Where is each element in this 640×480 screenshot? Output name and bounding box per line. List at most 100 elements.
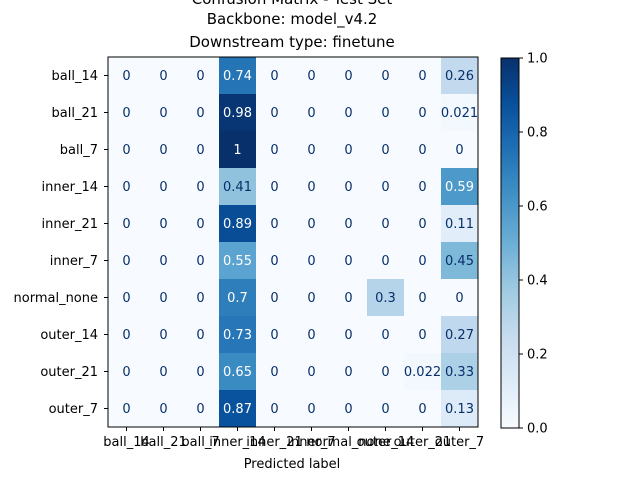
- cell-value-label: 0: [196, 143, 204, 158]
- heatmap-cell: [145, 205, 183, 243]
- heatmap-cell: [182, 316, 220, 354]
- cell-value-label: 0.98: [223, 106, 252, 121]
- cell-value-label: 0: [122, 69, 130, 84]
- heatmap-cell: [330, 316, 368, 354]
- cell-value-label: 0: [418, 69, 426, 84]
- heatmap-cell: [182, 353, 220, 391]
- cell-value-label: 0.89: [223, 217, 252, 232]
- cell-value-label: 0: [122, 217, 130, 232]
- heatmap-cell: [367, 205, 405, 243]
- heatmap-cell: [219, 353, 257, 391]
- cell-value-label: 0: [307, 402, 315, 417]
- cell-value-label: 0.87: [223, 402, 252, 417]
- cell-value-label: 0: [344, 402, 352, 417]
- heatmap-cell: [182, 168, 220, 206]
- cell-value-label: 0: [122, 328, 130, 343]
- cell-value-label: 0: [381, 217, 389, 232]
- cell-value-label: 0: [270, 254, 278, 269]
- x-tick-label: outer_14: [357, 435, 415, 450]
- cell-value-label: 0: [307, 217, 315, 232]
- x-tick-label: outer_21: [394, 435, 452, 450]
- chart-title-line-1: Confusion Matrix - Test Set: [0, 0, 584, 9]
- cell-value-label: 0: [159, 328, 167, 343]
- heatmap-cell: [108, 279, 146, 317]
- heatmap-cell: [293, 316, 331, 354]
- heatmap-cell: [256, 131, 294, 169]
- heatmap-cell: [367, 57, 405, 95]
- heatmap-cell: [219, 94, 257, 132]
- y-tick-label: normal_none: [14, 291, 98, 306]
- heatmap-cell: [293, 242, 331, 280]
- cell-value-label: 0.41: [223, 180, 252, 195]
- cell-value-label: 0: [122, 143, 130, 158]
- heatmap-cell: [182, 390, 220, 428]
- x-tick-label: ball_7: [181, 435, 219, 450]
- heatmap-cell: [441, 168, 479, 206]
- heatmap-cell: [330, 131, 368, 169]
- heatmap-cell: [108, 57, 146, 95]
- cell-value-label: 0.11: [445, 217, 474, 232]
- cell-value-label: 0: [159, 291, 167, 306]
- cell-value-label: 0: [307, 291, 315, 306]
- cell-value-label: 0: [122, 365, 130, 380]
- cell-value-label: 0: [455, 291, 463, 306]
- cell-value-label: 0: [344, 328, 352, 343]
- x-tick-label: inner_14: [209, 435, 265, 450]
- y-tick-label: ball_7: [60, 143, 98, 158]
- cell-value-label: 1: [233, 143, 241, 158]
- heatmap-cell: [404, 94, 442, 132]
- colorbar-tick-label: 0.8: [527, 126, 548, 141]
- heatmap-cell: [293, 168, 331, 206]
- cell-value-label: 0.45: [445, 254, 474, 269]
- cell-value-label: 0: [159, 365, 167, 380]
- heatmap-cell: [145, 57, 183, 95]
- heatmap-cell: [293, 353, 331, 391]
- heatmap-cell: [441, 390, 479, 428]
- colorbar-tick-label: 0.0: [527, 422, 548, 437]
- cell-value-label: 0: [381, 402, 389, 417]
- cell-value-label: 0: [381, 254, 389, 269]
- heatmap-cell: [219, 131, 257, 169]
- chart-title-line-3: Downstream type: finetune: [189, 33, 395, 51]
- cell-value-label: 0: [122, 402, 130, 417]
- heatmap-cell: [293, 57, 331, 95]
- cell-value-label: 0: [344, 217, 352, 232]
- heatmap-cell: [145, 279, 183, 317]
- cell-value-label: 0.27: [445, 328, 474, 343]
- heatmap-cell: [367, 353, 405, 391]
- cell-value-label: 0.021: [441, 106, 478, 121]
- cell-value-label: 0: [159, 69, 167, 84]
- heatmap-cell: [145, 390, 183, 428]
- heatmap-cell: [256, 94, 294, 132]
- heatmap-cell: [219, 205, 257, 243]
- heatmap-cell: [404, 168, 442, 206]
- heatmap-cell: [182, 205, 220, 243]
- heatmap-cell: [330, 353, 368, 391]
- cell-value-label: 0: [122, 291, 130, 306]
- heatmap-cell: [293, 390, 331, 428]
- heatmap-cell: [441, 242, 479, 280]
- cell-value-label: 0: [418, 402, 426, 417]
- cell-value-label: 0: [159, 254, 167, 269]
- cell-value-label: 0: [307, 143, 315, 158]
- x-tick-label: ball_14: [103, 435, 149, 450]
- heatmap-cell: [404, 242, 442, 280]
- heatmap-cell: [330, 279, 368, 317]
- x-tick-label: outer_7: [435, 435, 484, 450]
- cell-value-label: 0: [270, 143, 278, 158]
- cell-value-label: 0: [344, 180, 352, 195]
- cell-value-label: 0: [344, 254, 352, 269]
- heatmap-cell: [330, 94, 368, 132]
- heatmap-cell: [404, 57, 442, 95]
- heatmap-cell: [108, 168, 146, 206]
- heatmap-cell: [219, 168, 257, 206]
- heatmap-cell: [145, 316, 183, 354]
- cell-value-label: 0: [196, 402, 204, 417]
- heatmap-cell: [441, 353, 479, 391]
- cell-value-label: 0: [196, 180, 204, 195]
- cell-value-label: 0: [344, 106, 352, 121]
- y-tick-label: outer_14: [40, 328, 98, 343]
- heatmap-cell: [404, 316, 442, 354]
- heatmap-cell: [441, 131, 479, 169]
